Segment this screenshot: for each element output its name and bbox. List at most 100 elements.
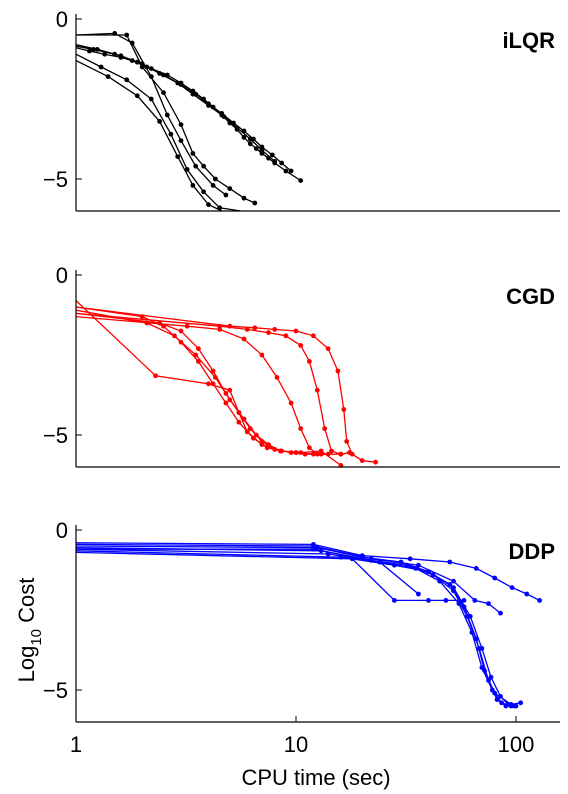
ilqr-series-4-line — [75, 32, 227, 196]
ilqr-series-2-point-4 — [157, 71, 163, 76]
cgd-series-6-point-3 — [227, 387, 233, 393]
cgd-series-5-point-3 — [178, 339, 184, 345]
panel-ilqr-marks — [75, 31, 304, 212]
ddp-series-1-point-5 — [472, 598, 478, 603]
ilqr-series-0-point-20 — [283, 168, 289, 174]
ilqr-series-3-point-6 — [201, 163, 207, 169]
ilqr-series-4-point-1 — [112, 31, 118, 36]
panel-cgd-ytick-label-0: 0 — [56, 263, 68, 288]
cgd-series-6-point-9 — [318, 448, 324, 454]
cgd-series-1-point-4 — [283, 333, 289, 339]
cgd-series-0-point-5 — [311, 333, 316, 339]
ilqr-series-5-point-5 — [184, 167, 190, 172]
ilqr-series-4-point-2 — [129, 40, 135, 46]
cgd-series-2-point-8 — [307, 445, 312, 451]
cgd-series-0-point-2 — [252, 325, 258, 331]
ddp-series-5-point-10 — [511, 703, 517, 709]
cgd-series-4-point-2 — [178, 328, 184, 334]
ilqr-series-3-point-5 — [190, 151, 196, 156]
cgd-series-0-line — [75, 306, 376, 463]
cgd-series-6-point-8 — [298, 450, 304, 455]
cgd-series-1-point-8 — [322, 426, 328, 431]
ilqr-series-6-point-2 — [134, 93, 140, 99]
ddp-series-2-point-3 — [398, 559, 404, 565]
panel-ddp: 0 −5 DDP 1 10 100 CPU time (sec) Log10 C… — [14, 518, 560, 790]
cgd-series-2-point-7 — [298, 426, 304, 431]
ddp-series-6-line — [75, 551, 464, 602]
cgd-series-1-point-11 — [347, 450, 352, 455]
cgd-series-2-point-1 — [184, 323, 190, 329]
ddp-series-5-point-3 — [426, 569, 431, 574]
ddp-series-7-point-1 — [311, 546, 316, 552]
ilqr-series-0-point-16 — [253, 146, 259, 152]
cgd-series-1-point-3 — [266, 330, 271, 335]
ilqr-series-6-point-5 — [190, 183, 196, 188]
ddp-series-4-point-5 — [456, 601, 462, 606]
ddp-series-0-point-4 — [447, 559, 453, 565]
x-tick-label-100: 100 — [498, 732, 535, 757]
y-axis-label-suffix: Cost — [14, 578, 39, 629]
ilqr-series-4-point-5 — [178, 138, 184, 144]
cgd-series-4-point-3 — [196, 346, 201, 351]
panel-cgd-marks — [75, 300, 378, 468]
ilqr-series-3-point-2 — [139, 64, 145, 70]
ilqr-series-1-point-15 — [279, 160, 284, 166]
ddp-series-0-point-7 — [509, 585, 515, 590]
ddp-series-6-point-5 — [461, 598, 467, 603]
ilqr-series-2-point-10 — [247, 136, 253, 142]
cgd-series-6-point-7 — [278, 448, 283, 454]
cgd-series-0-point-4 — [293, 328, 299, 334]
ddp-series-6-point-3 — [426, 598, 431, 603]
cgd-series-6-point-2 — [206, 381, 211, 387]
panel-ddp-title: DDP — [509, 539, 555, 564]
cgd-series-0-point-9 — [344, 439, 350, 444]
ilqr-series-2-point-12 — [272, 159, 278, 164]
cgd-series-2-point-2 — [217, 327, 223, 332]
ddp-series-2-point-1 — [314, 545, 320, 550]
ilqr-series-2-point-1 — [94, 47, 100, 52]
ilqr-series-3-point-3 — [161, 90, 166, 95]
panel-cgd-ytick-label-1: −5 — [43, 423, 68, 448]
ddp-series-5-point-5 — [467, 614, 473, 619]
ilqr-series-3-point-1 — [124, 32, 130, 38]
ddp-series-0-point-3 — [407, 556, 413, 562]
ddp-series-0-point-5 — [473, 566, 479, 571]
ddp-series-6-point-2 — [392, 598, 397, 603]
cgd-series-5-point-4 — [196, 359, 201, 364]
y-axis-label-subscript: 10 — [28, 629, 45, 646]
cgd-series-5-line — [75, 306, 297, 454]
ilqr-series-6-point-6 — [206, 202, 211, 208]
ilqr-series-1-point-14 — [269, 152, 275, 158]
ilqr-series-0-point-21 — [298, 178, 304, 184]
panel-ilqr-ytick-label-0: 0 — [56, 7, 68, 32]
cgd-series-1-point-5 — [298, 343, 304, 348]
ddp-series-1-point-4 — [451, 578, 456, 584]
ddp-series-2-line — [75, 545, 521, 706]
y-axis-label: Log10 Cost — [14, 578, 45, 683]
cgd-series-6-point-6 — [259, 442, 265, 447]
cgd-series-5-point-2 — [161, 323, 166, 329]
ilqr-series-5-point-4 — [168, 131, 174, 137]
ddp-series-4-point-6 — [469, 630, 475, 635]
cgd-series-0-point-3 — [272, 327, 278, 332]
panel-ilqr-ytick-label-1: −5 — [43, 167, 68, 192]
ddp-series-0-point-9 — [537, 598, 542, 603]
x-tick-label-1: 1 — [70, 732, 82, 757]
ilqr-series-1-point-16 — [288, 168, 294, 174]
ddp-series-0-line — [75, 542, 540, 601]
ilqr-series-5-point-2 — [124, 77, 130, 83]
cgd-series-1-point-7 — [314, 387, 320, 393]
ilqr-series-0-point-1 — [87, 48, 92, 54]
ilqr-series-5-point-3 — [148, 96, 154, 102]
ddp-series-7-line — [76, 548, 419, 595]
cgd-series-5-point-1 — [139, 314, 145, 319]
panel-ilqr-title: iLQR — [502, 28, 555, 53]
ddp-series-1-point-6 — [486, 601, 491, 606]
ddp-series-7-point-3 — [416, 591, 421, 597]
ddp-series-1-point-3 — [416, 562, 421, 568]
cgd-series-0-point-7 — [335, 368, 341, 374]
x-tick-label-10: 10 — [284, 732, 308, 757]
cgd-series-2-point-3 — [241, 336, 247, 342]
ilqr-series-4-point-7 — [210, 183, 216, 188]
ilqr-series-0-point-15 — [247, 141, 253, 147]
